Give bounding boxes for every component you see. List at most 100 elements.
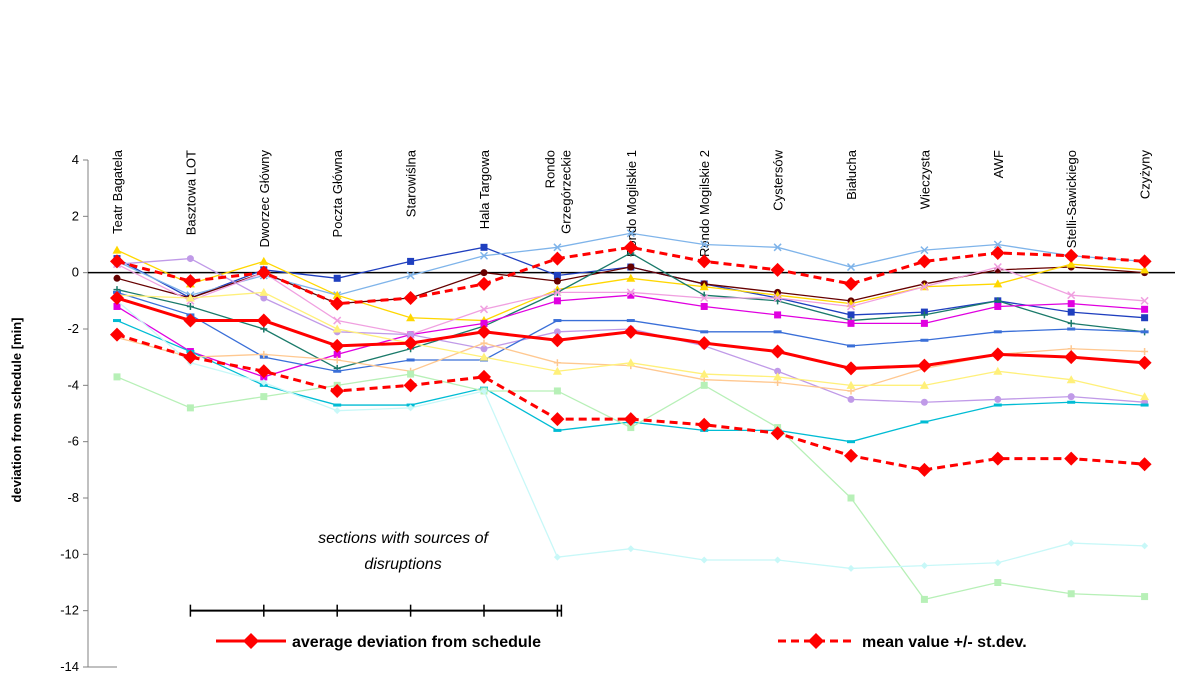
- y-tick-label: -6: [67, 434, 79, 449]
- y-tick-label: -12: [60, 603, 79, 618]
- average-point: [623, 324, 638, 339]
- average-point: [403, 336, 418, 351]
- data-point: [407, 404, 415, 412]
- data-point: [332, 324, 342, 333]
- data-point: [333, 274, 341, 282]
- data-point: [259, 287, 269, 296]
- category-label: Cystersów: [771, 149, 786, 210]
- average-point: [917, 358, 932, 373]
- y-tick-label: -4: [67, 377, 79, 392]
- data-point: [994, 559, 1002, 567]
- y-tick-label: -8: [67, 490, 79, 505]
- band-point: [990, 451, 1005, 466]
- data-point: [553, 319, 562, 323]
- upper-band: [110, 240, 1152, 311]
- band-point: [550, 251, 565, 266]
- data-point: [333, 316, 342, 325]
- data-point: [407, 370, 415, 378]
- data-point: [406, 271, 415, 280]
- data-point: [1140, 265, 1150, 274]
- data-point: [1067, 291, 1076, 300]
- data-point: [1141, 348, 1149, 356]
- series-line: [116, 249, 1145, 322]
- data-point: [700, 330, 709, 334]
- category-label: Poczta Główna: [330, 149, 345, 237]
- data-point: [920, 246, 929, 255]
- average-point: [477, 324, 491, 339]
- data-point: [113, 319, 121, 323]
- data-point: [260, 294, 268, 302]
- band-point: [697, 254, 712, 269]
- data-point: [1067, 319, 1075, 327]
- average-point: [770, 344, 785, 359]
- band-point: [477, 276, 491, 291]
- data-point: [1141, 305, 1149, 313]
- data-point: [774, 556, 782, 564]
- data-point: [627, 545, 635, 553]
- data-point: [626, 319, 635, 323]
- band-point: [403, 291, 418, 306]
- data-point: [479, 251, 489, 260]
- category-label: Basztowa LOT: [183, 150, 198, 235]
- band-point: [330, 383, 345, 398]
- band-point: [770, 426, 785, 441]
- data-point: [1067, 393, 1075, 401]
- data-point: [1067, 308, 1075, 316]
- band-point: [770, 262, 785, 277]
- legend-band-label: mean value +/- st.dev.: [862, 634, 1027, 651]
- data-point: [260, 393, 268, 401]
- data-point: [553, 243, 562, 252]
- series-line: [116, 300, 1145, 570]
- data-point: [846, 302, 856, 311]
- data-point: [480, 243, 488, 251]
- data-point: [553, 297, 561, 305]
- average-point: [1064, 350, 1079, 365]
- legend-band-marker: [808, 633, 824, 649]
- data-point: [700, 381, 708, 389]
- data-point: [333, 403, 342, 407]
- band-point: [1137, 457, 1152, 472]
- data-point: [847, 319, 855, 327]
- average-point: [110, 291, 124, 306]
- data-point: [847, 344, 855, 348]
- upper-band-line: [116, 245, 1145, 306]
- data-point: [333, 369, 342, 373]
- data-point: [993, 263, 1002, 272]
- bus-series: [112, 287, 1150, 401]
- category-label: Białucha: [844, 149, 859, 200]
- band-point: [623, 412, 638, 427]
- data-point: [1067, 300, 1075, 308]
- data-point: [627, 263, 635, 271]
- disruption-bracket: [189, 604, 563, 617]
- data-point: [553, 428, 562, 432]
- band-point: [330, 296, 345, 311]
- data-point: [553, 359, 561, 367]
- category-label: Starowiślna: [404, 149, 419, 217]
- category-label: Grzegórzeckie: [558, 150, 573, 234]
- data-point: [993, 366, 1003, 375]
- data-point: [186, 404, 194, 412]
- band-point: [183, 274, 198, 289]
- y-tick-label: 0: [72, 265, 79, 280]
- average-point: [1137, 355, 1152, 370]
- data-point: [480, 319, 488, 327]
- data-point: [1141, 314, 1149, 322]
- annotation-line: disruptions: [364, 556, 441, 573]
- data-point: [627, 424, 635, 432]
- data-point: [113, 373, 121, 381]
- band-point: [623, 240, 638, 255]
- disruption-annotation: sections with sources of disruptions: [318, 530, 489, 573]
- data-point: [994, 302, 1002, 310]
- data-point: [406, 313, 416, 322]
- average-series: [110, 291, 1152, 376]
- average-point: [697, 336, 712, 351]
- data-point: [185, 293, 195, 302]
- category-labels: Teatr Bagatela Basztowa LOT Dworzec Główny…: [110, 149, 1153, 257]
- lower-band: [110, 327, 1152, 477]
- data-point: [1140, 403, 1149, 407]
- data-point: [333, 407, 341, 415]
- annotation-line: sections with sources of: [318, 530, 489, 547]
- data-point: [113, 302, 121, 310]
- data-point: [920, 282, 929, 291]
- band-point: [256, 364, 271, 379]
